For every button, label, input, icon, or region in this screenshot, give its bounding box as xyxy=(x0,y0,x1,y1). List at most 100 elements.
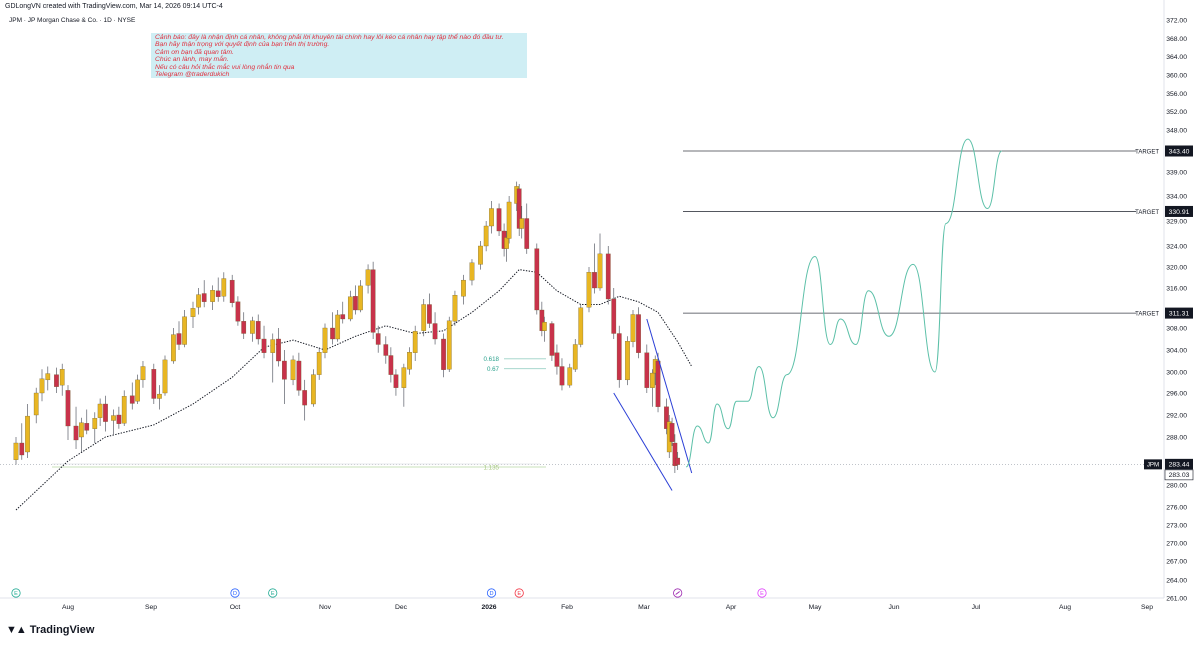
time-tick-label: Mar xyxy=(638,604,650,611)
price-tick-label: 300.00 xyxy=(1166,370,1187,377)
candle-body xyxy=(261,338,267,353)
candle-body xyxy=(45,373,51,381)
candle-body xyxy=(79,422,84,438)
candle-body xyxy=(176,333,182,345)
price-tick-label: 360.00 xyxy=(1166,73,1187,80)
candle-body xyxy=(388,355,394,375)
time-tick-label: Aug xyxy=(1059,604,1071,611)
candle-body xyxy=(282,360,287,380)
event-marker xyxy=(230,588,240,598)
target-price-tag xyxy=(1165,145,1193,157)
candle-body xyxy=(383,344,389,356)
candle-body xyxy=(393,374,399,388)
candle-body xyxy=(353,296,358,311)
candle-body xyxy=(13,442,19,460)
time-tick-label: Apr xyxy=(726,604,737,611)
price-tick-label: 356.00 xyxy=(1166,91,1187,98)
candle-body xyxy=(116,414,122,424)
symbol-price-tag xyxy=(1144,459,1162,470)
split-marker-icon xyxy=(675,591,680,595)
price-tick-label: 288.00 xyxy=(1166,435,1187,442)
candle-body xyxy=(554,352,560,367)
fib-level-label: 0.618 xyxy=(484,356,500,363)
target-price-value: 343.40 xyxy=(1169,149,1190,156)
target-label: TARGET xyxy=(1135,210,1159,216)
price-tick-label: 364.00 xyxy=(1166,54,1187,61)
candle-body xyxy=(496,208,502,232)
candle-body xyxy=(255,321,261,340)
candle-body xyxy=(559,366,565,386)
target-price-tag xyxy=(1165,205,1193,217)
candles xyxy=(13,181,681,473)
candle-body xyxy=(103,403,108,422)
tradingview-brand[interactable]: ▼▲ TradingView xyxy=(6,624,94,636)
candle-body xyxy=(412,331,418,353)
candle-body xyxy=(196,294,201,308)
candle-body xyxy=(65,390,71,427)
candle-body xyxy=(365,269,371,286)
candle-body xyxy=(644,352,650,388)
price-tick-label: 368.00 xyxy=(1166,36,1187,43)
price-tick-label: 292.00 xyxy=(1166,413,1187,420)
price-tick-label: 280.00 xyxy=(1166,483,1187,490)
price-tick-label: 316.00 xyxy=(1166,286,1187,293)
time-tick-label: Sep xyxy=(1141,604,1153,611)
wedge-trendline xyxy=(613,392,673,491)
candle-body xyxy=(567,367,573,386)
candle-body xyxy=(452,294,458,322)
candle-body xyxy=(241,321,247,334)
candle-body xyxy=(605,253,611,300)
event-marker-letter: E xyxy=(760,591,764,597)
brand-name: TradingView xyxy=(29,624,95,636)
time-tick-label: Oct xyxy=(230,604,241,611)
candle-body xyxy=(650,372,655,388)
candle-body xyxy=(235,301,241,322)
time-tick-label: Aug xyxy=(62,604,74,611)
price-tick-label: 334.00 xyxy=(1166,194,1187,201)
candle-body xyxy=(655,360,661,407)
candle-body xyxy=(229,279,235,304)
candle-body xyxy=(190,308,196,317)
time-tick-label: Jul xyxy=(972,604,981,611)
candle-body xyxy=(542,321,547,331)
candle-body xyxy=(469,262,475,281)
candle-body xyxy=(270,339,276,353)
time-tick-label: 2026 xyxy=(481,604,496,611)
candle-body xyxy=(335,314,341,340)
candle-body xyxy=(111,415,116,421)
event-marker-letter: D xyxy=(233,591,237,597)
price-tick-label: 352.00 xyxy=(1166,109,1187,116)
event-marker xyxy=(486,588,497,598)
candle-body xyxy=(276,338,281,362)
price-tick-label: 276.00 xyxy=(1166,505,1187,512)
candle-body xyxy=(401,367,407,388)
price-tick-label: 372.00 xyxy=(1166,18,1187,25)
note-line: Telegram @traderdukich xyxy=(155,71,230,79)
price-tick-label: 296.00 xyxy=(1166,391,1187,398)
candle-body xyxy=(302,390,308,406)
time-tick-label: Feb xyxy=(561,604,573,611)
candle-body xyxy=(506,201,512,239)
price-tick-label: 348.00 xyxy=(1166,128,1187,135)
time-axis: Aug Sep Oct Nov Dec 2026 Feb Mar Apr May Jun Jul Aug… xyxy=(62,604,1153,611)
tradingview-logo-icon: ▼▲ xyxy=(6,624,27,636)
note-line: Cảnh báo: đây là nhận định cá nhân, khôn… xyxy=(155,34,504,41)
candle-body xyxy=(215,290,221,297)
candle-body xyxy=(54,374,59,387)
candle-body xyxy=(432,323,438,340)
event-marker xyxy=(514,588,524,598)
candle-body xyxy=(669,423,675,442)
candle-body xyxy=(171,334,176,362)
candle-body xyxy=(519,218,525,229)
last-price-value: 283.44 xyxy=(1169,462,1190,469)
candle-body xyxy=(73,425,79,441)
price-tick-label: 324.00 xyxy=(1166,244,1187,251)
candle-body xyxy=(140,366,146,381)
candle-body xyxy=(33,392,39,416)
disclaimer-note[interactable]: Cảnh báo: đây là nhận định cá nhân, khôn… xyxy=(151,33,527,78)
price-projection-path xyxy=(685,138,1003,468)
candle-body xyxy=(616,333,622,381)
time-tick-label: Dec xyxy=(395,604,408,611)
candle-body xyxy=(97,403,103,418)
